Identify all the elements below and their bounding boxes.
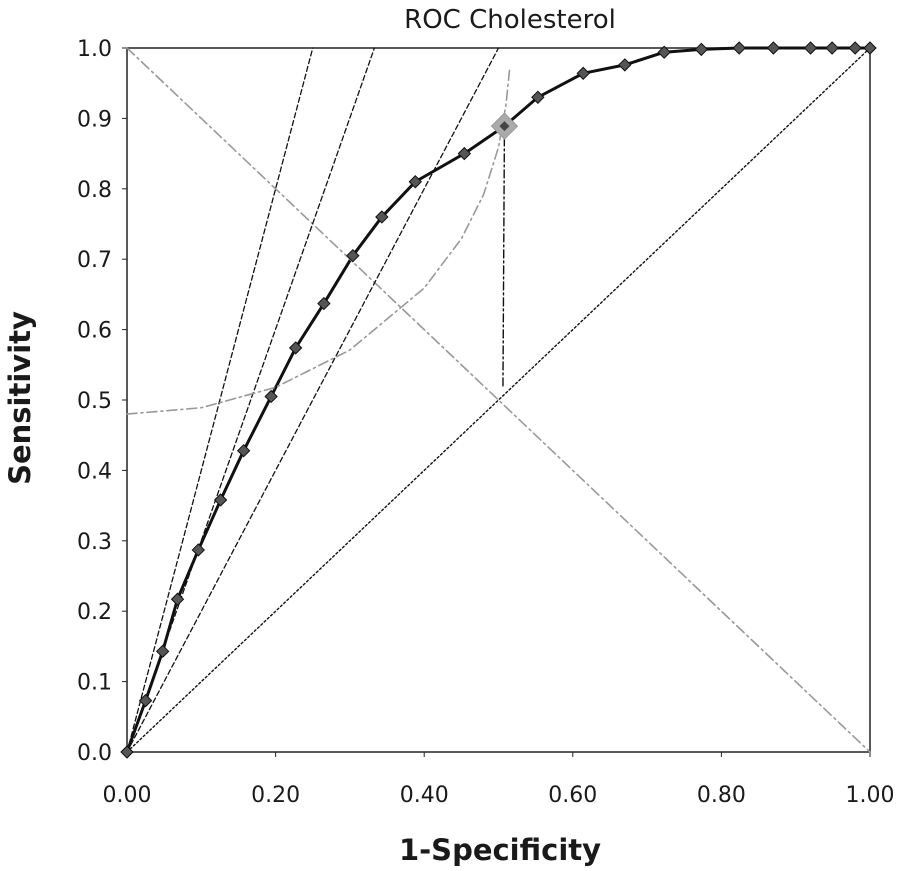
chart-title: ROC Cholesterol [404,5,616,35]
series-tangent-line-slope-2 [126,47,500,753]
y-tick-label: 0.1 [77,671,112,696]
roc-point-marker [803,41,818,55]
series-chance-diagonal [126,47,871,753]
roc-point-marker [694,42,709,57]
x-tick-label: 1.00 [846,783,895,808]
series-tangent-line-slope-3 [126,47,376,753]
x-tick-label: 0.00 [103,783,152,808]
roc-point-marker [170,592,185,606]
roc-point-marker [408,175,422,189]
roc-point-marker [155,644,170,659]
roc-point-marker [191,543,206,557]
x-tick-label: 0.40 [400,783,449,808]
y-tick-label: 0.8 [77,178,112,203]
roc-point-marker [138,693,153,708]
roc-point-marker [288,341,303,355]
y-tick-label: 0.2 [77,600,112,625]
y-tick-label: 0.0 [77,741,112,766]
y-tick-label: 0.5 [77,389,112,414]
roc-point-marker [732,41,746,55]
roc-point-marker [618,58,632,72]
series-tangent-line-slope-4 [126,47,314,753]
series-iso-distance-arc [126,68,511,415]
roc-point-marker [766,41,781,55]
y-tick-label: 1.0 [77,37,112,62]
roc-point-marker [120,745,134,759]
y-tick-label: 0.6 [77,319,112,344]
roc-point-marker [213,493,228,507]
y-tick-label: 0.4 [77,459,112,484]
series-layer [125,46,872,754]
roc-point-marker [346,248,360,263]
y-tick-label: 0.9 [77,107,112,132]
roc-point-marker [825,41,839,55]
series-youden-index-segment [502,125,506,387]
roc-point-marker [576,66,590,81]
roc-point-marker [457,146,472,161]
roc-point-marker [531,90,545,104]
roc-point-marker [848,41,862,55]
y-tick-label: 0.7 [77,248,112,273]
x-tick-label: 0.20 [251,783,300,808]
x-axis-label: 1-Specificity [399,833,601,867]
roc-point-marker [264,389,278,404]
roc-point-marker [375,210,389,224]
roc-point-marker [863,41,877,55]
x-tick-label: 0.60 [548,783,597,808]
y-axis-label: Sensitivity [3,311,37,485]
x-tick-label: 0.80 [697,783,746,808]
y-tick-label: 0.3 [77,530,112,555]
axis-ticks: 0.00 0.20 0.40 0.60 0.80 1.00 0.0 0.1 0.2 0.3 0.4 0… [77,37,894,808]
series-anti-diagonal [126,47,871,753]
optimal-cutoff-inner-marker [499,121,510,132]
roc-point-marker [317,296,331,311]
roc-point-marker [657,45,671,59]
roc-point-marker [236,443,251,458]
markers-layer [120,41,877,759]
